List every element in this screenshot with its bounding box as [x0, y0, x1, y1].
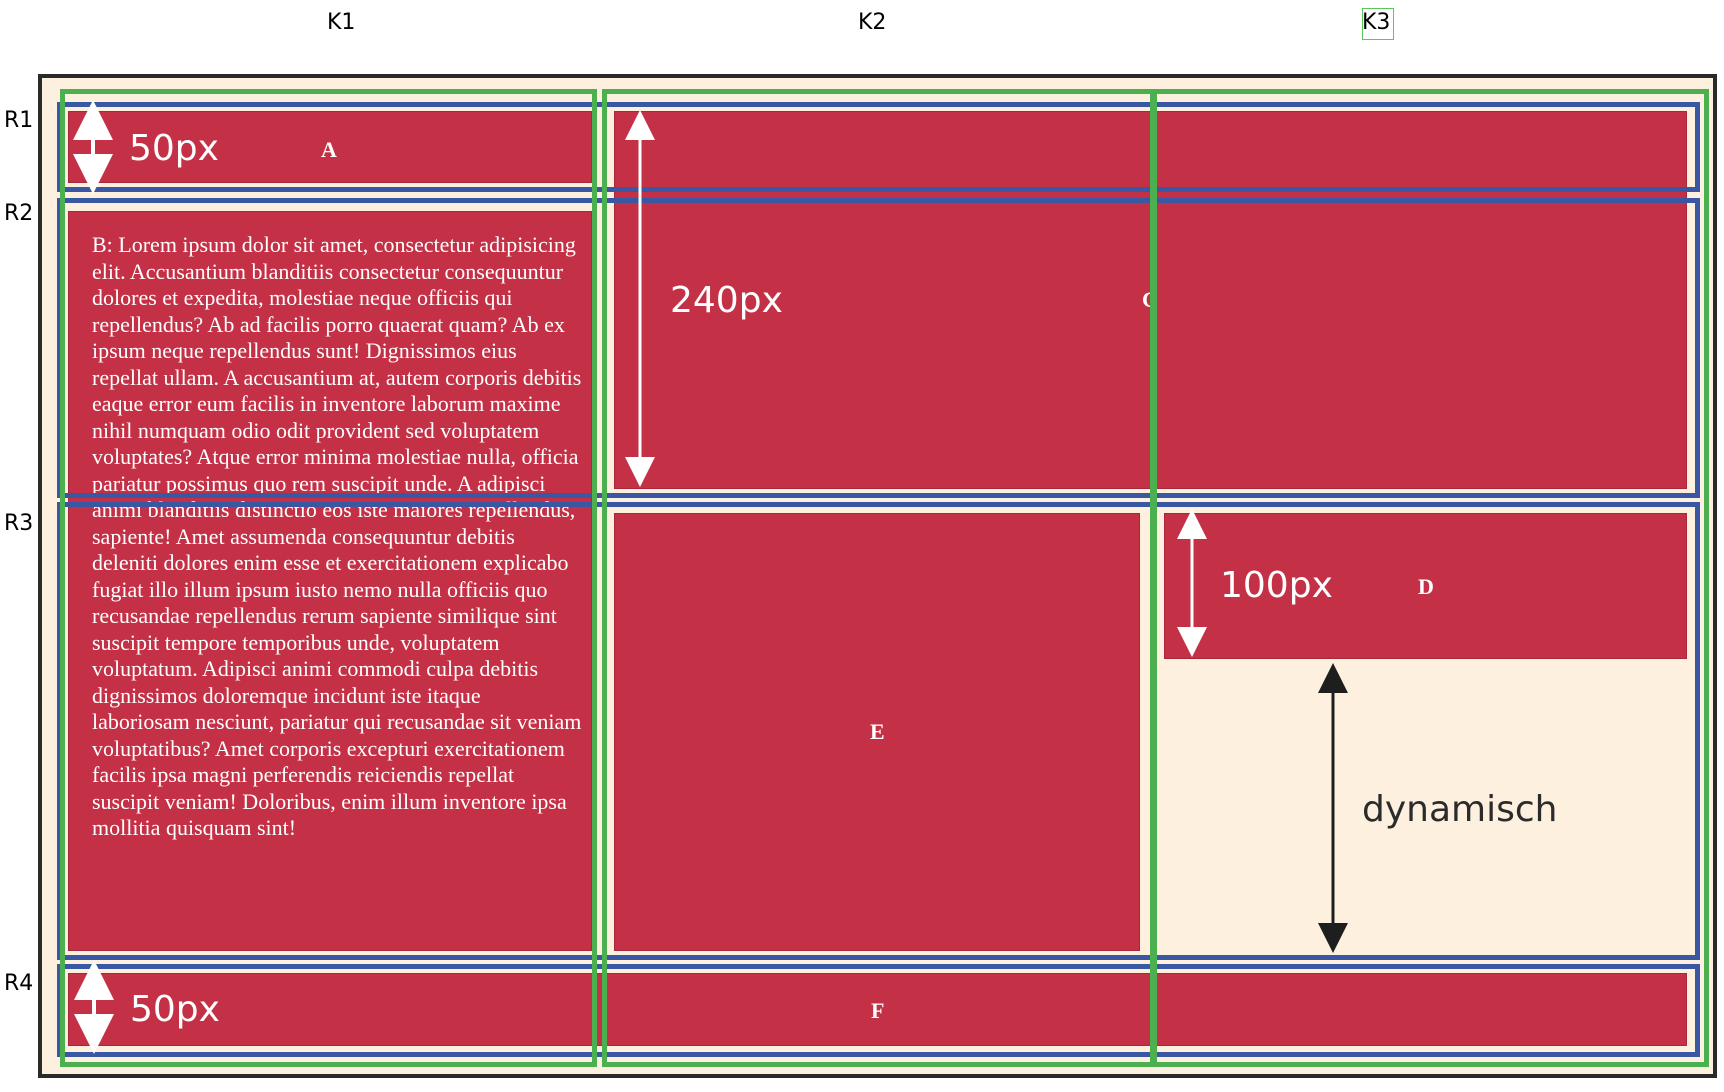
column-label-k3: K3: [1362, 10, 1391, 35]
cell-b: [68, 211, 592, 951]
cell-e-label: E: [870, 719, 885, 744]
cell-d-label: D: [1418, 574, 1434, 599]
row-label-r4: R4: [4, 971, 34, 996]
row-line-r3: [57, 502, 1700, 960]
cell-d: [1164, 513, 1687, 659]
row4-height-label: 50px: [130, 989, 220, 1030]
d-height-label: 100px: [1220, 565, 1333, 606]
cell-e: [614, 513, 1140, 951]
column-label-k1: K1: [327, 10, 356, 35]
column-line-k3: [1152, 89, 1709, 1067]
row-line-r2: [57, 198, 1700, 498]
column-label-k2: K2: [858, 10, 887, 35]
cell-b-text: B: Lorem ipsum dolor sit amet, consectet…: [92, 232, 582, 840]
column-line-k1: [60, 89, 597, 1067]
cell-f: [68, 973, 1687, 1046]
row-line-r4: [57, 964, 1700, 1057]
cell-c-label: C: [1142, 287, 1150, 312]
row2-height-label: 240px: [670, 280, 783, 321]
cell-a: [68, 111, 592, 183]
row-label-r2: R2: [4, 201, 34, 226]
row-label-r3: R3: [4, 511, 34, 536]
cell-f-label: F: [871, 998, 885, 1023]
selection-box[interactable]: [1362, 8, 1394, 40]
row-line-r1: [57, 102, 1700, 192]
row-label-r1: R1: [4, 108, 34, 133]
cell-a-label: A: [321, 137, 337, 162]
dynamic-height-label: dynamisch: [1362, 789, 1558, 830]
row1-height-label: 50px: [129, 128, 219, 169]
